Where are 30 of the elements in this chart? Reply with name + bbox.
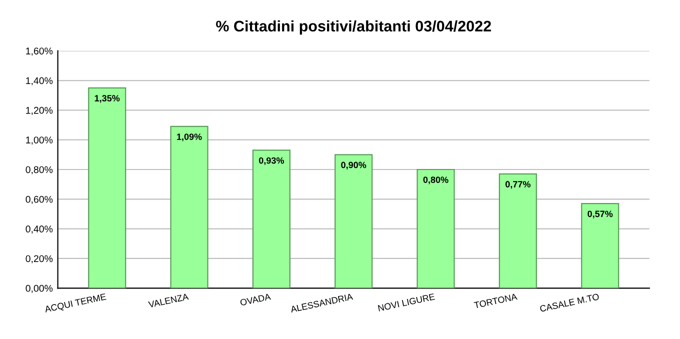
data-label: 0,93% <box>258 157 284 166</box>
y-tick-label: 1,00% <box>26 136 53 145</box>
bar <box>498 173 537 288</box>
bar <box>581 203 620 288</box>
y-tick-label: 1,40% <box>26 77 53 86</box>
y-tick-label: 0,60% <box>26 196 53 204</box>
bar <box>88 87 126 288</box>
data-label: 0,77% <box>505 181 530 189</box>
bar <box>252 150 290 288</box>
data-label: 1,09% <box>177 134 202 142</box>
data-label: 1,35% <box>94 95 120 103</box>
y-tick-label: 1,60% <box>26 48 53 56</box>
x-tick-label: NOVI LIGURE <box>378 293 436 312</box>
data-label: 0,57% <box>588 210 613 218</box>
x-tick-label: VALENZA <box>148 293 189 308</box>
y-tick-label: 0,00% <box>26 284 53 293</box>
y-tick-label: 0,80% <box>26 166 53 174</box>
data-label: 0,80% <box>423 176 448 184</box>
chart-title: % Cittadini positivi/abitanti 03/04/2022 <box>216 20 491 35</box>
data-label: 0,90% <box>341 162 366 170</box>
y-tick-label: 0,20% <box>26 255 53 264</box>
x-tick-label: CASALE M.TO <box>540 293 600 312</box>
bar <box>170 126 208 288</box>
x-tick-label: TORTONA <box>474 293 518 309</box>
y-tick-label: 1,20% <box>26 106 53 115</box>
x-tick-label: OVADA <box>240 293 272 306</box>
bar <box>334 154 373 288</box>
bar <box>416 168 455 288</box>
x-tick-label: ACQUI TERME <box>44 293 107 314</box>
y-tick-label: 0,40% <box>26 226 53 234</box>
